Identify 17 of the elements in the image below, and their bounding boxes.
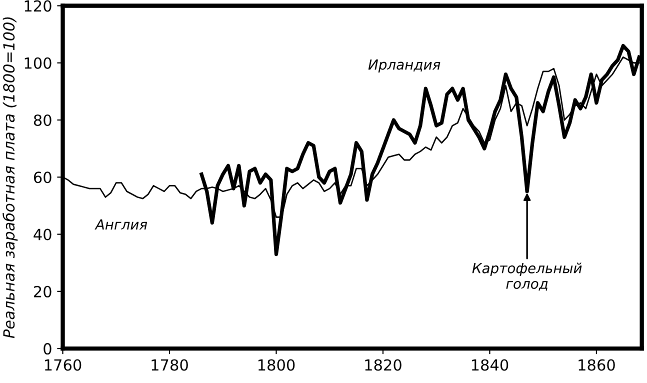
- series-label: Ирландия: [368, 59, 440, 72]
- y-axis-title: Реальная заработная плата (1800=100): [2, 17, 18, 338]
- y-tick-label: 40: [34, 228, 52, 240]
- y-tick-label: 80: [34, 114, 52, 126]
- x-tick-label: 1800: [258, 359, 295, 371]
- x-tick-label: 1760: [44, 359, 82, 371]
- x-tick-label: 1780: [152, 359, 188, 371]
- y-tick-label: 100: [24, 57, 52, 69]
- annotation: Картофельный голод: [472, 262, 582, 291]
- y-tick-label: 120: [24, 0, 52, 12]
- series-label: Англия: [94, 219, 148, 230]
- y-tick-label: 60: [34, 172, 52, 184]
- x-tick-label: 1860: [578, 359, 615, 371]
- y-tick-label: 0: [44, 342, 52, 355]
- x-tick-label: 1840: [472, 359, 508, 371]
- y-tick-label: 20: [34, 286, 52, 298]
- x-tick-label: 1820: [365, 359, 402, 371]
